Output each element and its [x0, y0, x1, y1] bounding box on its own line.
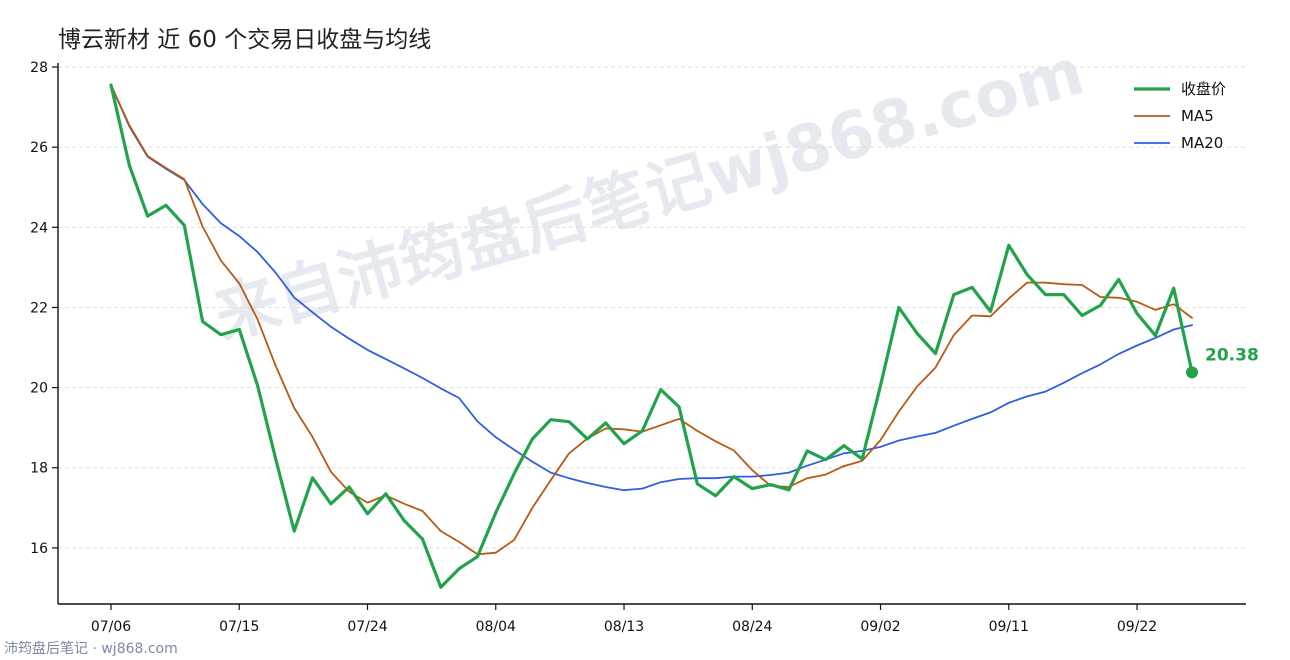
x-tick-label: 07/15 — [219, 619, 259, 635]
chart-title: 博云新材 近 60 个交易日收盘与均线 — [58, 27, 432, 53]
y-tick-label: 24 — [30, 220, 48, 236]
series-layer: 20.38 — [109, 83, 1259, 589]
footer-credit: 沛筠盘后笔记 · wj868.com — [4, 641, 178, 657]
x-tick-label: 09/02 — [860, 619, 900, 635]
series-line-close — [109, 83, 1194, 589]
y-tick-label: 26 — [30, 140, 48, 156]
x-tick-label: 09/22 — [1117, 619, 1157, 635]
x-tick-label: 08/13 — [604, 619, 644, 635]
x-tick-label: 08/24 — [732, 619, 772, 635]
x-tick-label: 09/11 — [989, 619, 1029, 635]
legend: 收盘价 MA5 MA20 — [1134, 80, 1226, 152]
y-tick-label: 28 — [30, 60, 48, 76]
watermark-layer: 来自沛筠盘后笔记wj868.com — [207, 35, 1092, 354]
series-line-ma5 — [110, 84, 1193, 556]
grid-layer — [58, 66, 1246, 549]
y-tick-label: 18 — [30, 461, 48, 477]
last-close-marker — [1186, 366, 1198, 379]
x-tick-label: 07/24 — [347, 619, 387, 635]
y-tick-label: 20 — [30, 381, 48, 397]
last-close-label: 20.38 — [1205, 345, 1259, 365]
x-tick-label: 08/04 — [476, 619, 516, 635]
legend-label-close: 收盘价 — [1181, 80, 1226, 98]
y-tick-label: 16 — [30, 541, 48, 557]
legend-label-ma5: MA5 — [1181, 107, 1214, 125]
axis-layer: 16 18 20 22 24 26 28 07/06 07/15 07/24 08/04 08/13 0… — [30, 60, 1246, 635]
series-line-ma20 — [110, 84, 1193, 492]
legend-label-ma20: MA20 — [1181, 134, 1223, 152]
watermark-text: 来自沛筠盘后笔记wj868.com — [207, 35, 1092, 354]
x-tick-label: 07/06 — [91, 619, 131, 635]
y-tick-label: 22 — [30, 300, 48, 316]
